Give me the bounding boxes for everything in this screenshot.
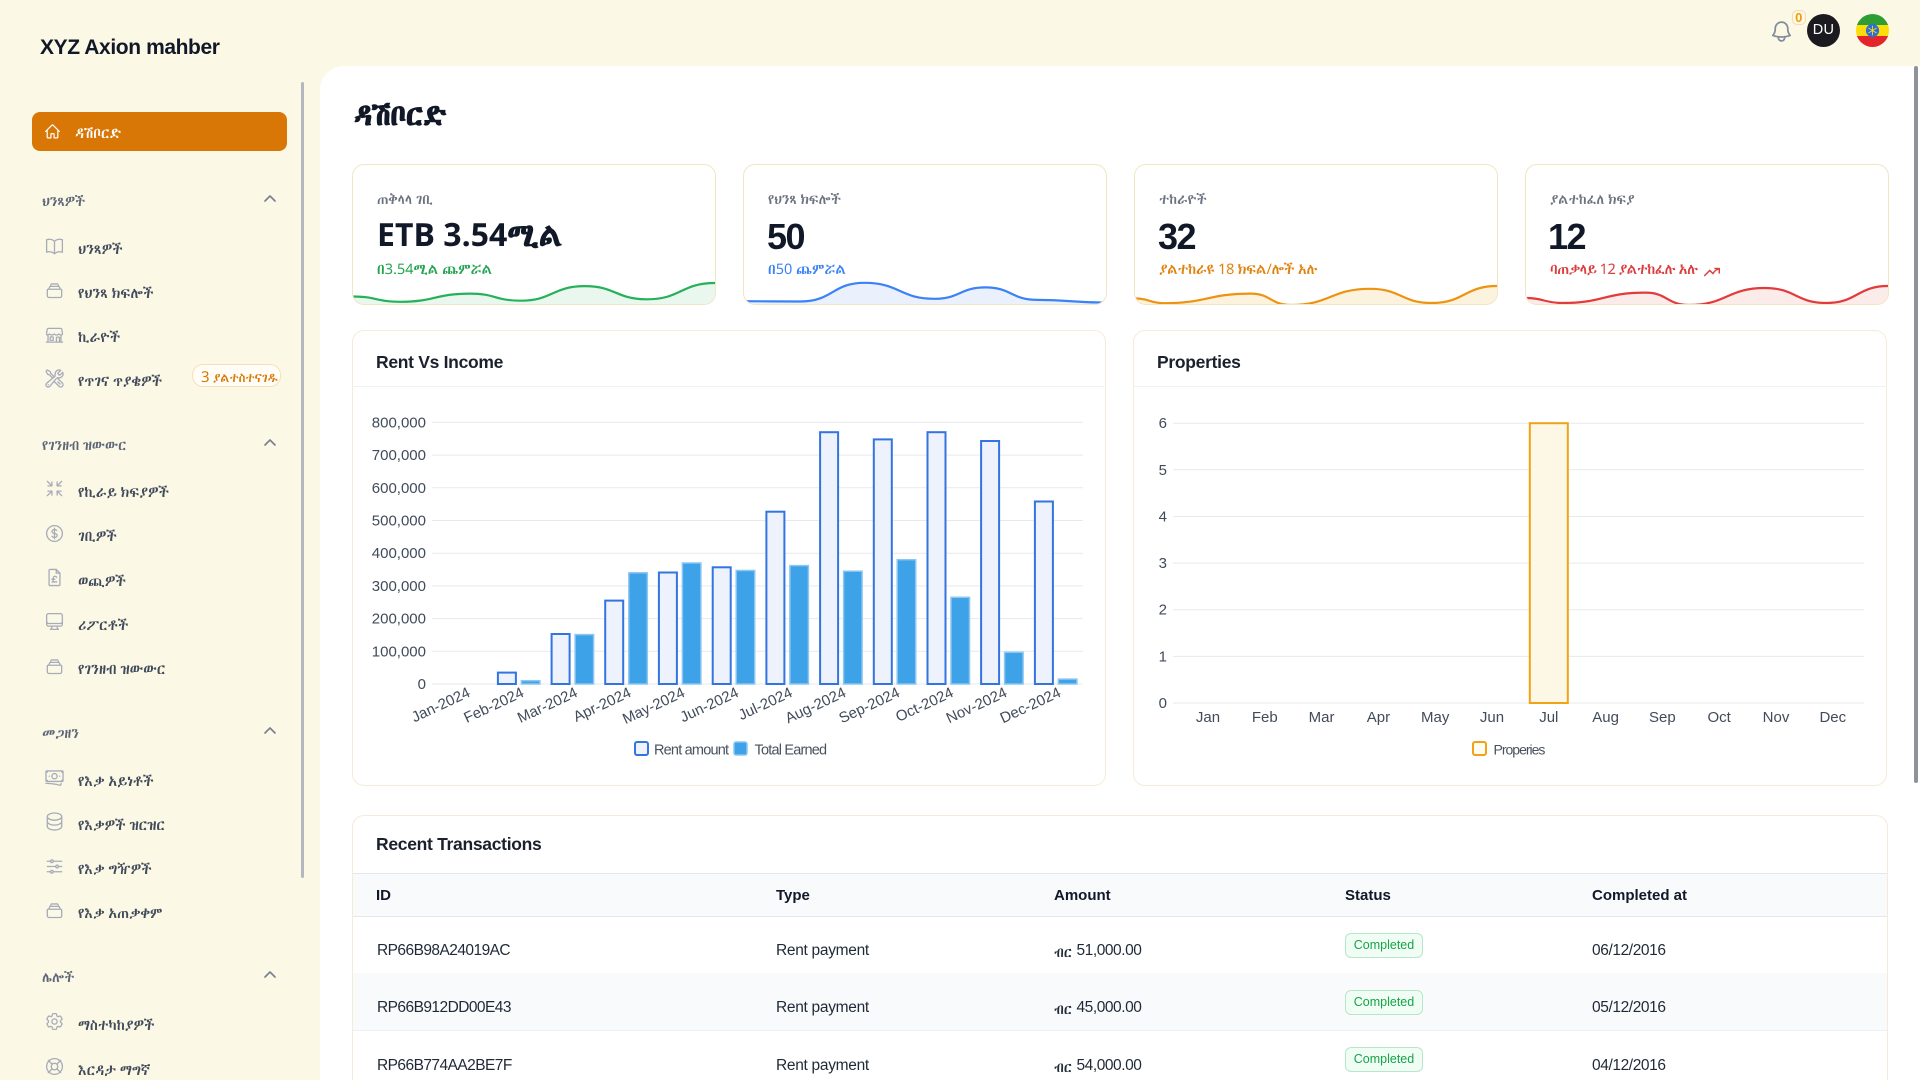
svg-text:Total Earned: Total Earned xyxy=(755,743,828,759)
svg-text:2: 2 xyxy=(1159,602,1167,619)
svg-text:Sep-2024: Sep-2024 xyxy=(836,684,902,727)
svg-text:500,000: 500,000 xyxy=(372,513,426,530)
svg-text:Nov: Nov xyxy=(1763,709,1790,726)
svg-text:100,000: 100,000 xyxy=(372,643,426,660)
svg-text:300,000: 300,000 xyxy=(372,578,426,595)
svg-text:6: 6 xyxy=(1159,415,1167,432)
svg-text:Nov-2024: Nov-2024 xyxy=(944,684,1010,727)
svg-text:May-2024: May-2024 xyxy=(620,684,688,728)
svg-text:200,000: 200,000 xyxy=(372,611,426,628)
svg-text:800,000: 800,000 xyxy=(372,414,426,431)
svg-text:Aug: Aug xyxy=(1592,709,1619,726)
svg-text:Apr: Apr xyxy=(1367,709,1390,726)
svg-text:Rent amount: Rent amount xyxy=(654,743,729,759)
svg-text:Mar-2024: Mar-2024 xyxy=(515,684,580,727)
svg-text:Properies: Properies xyxy=(1494,742,1546,758)
svg-text:Dec: Dec xyxy=(1819,709,1846,726)
svg-text:May: May xyxy=(1421,709,1450,726)
svg-text:Properties: Properties xyxy=(1157,352,1241,372)
svg-text:Mar: Mar xyxy=(1309,709,1335,726)
svg-text:0: 0 xyxy=(418,676,426,693)
svg-text:Sep: Sep xyxy=(1649,709,1676,726)
svg-text:600,000: 600,000 xyxy=(372,480,426,497)
svg-text:Feb: Feb xyxy=(1252,709,1278,726)
svg-text:Aug-2024: Aug-2024 xyxy=(783,684,849,727)
svg-text:4: 4 xyxy=(1159,509,1167,526)
svg-text:1: 1 xyxy=(1159,648,1167,665)
svg-text:3: 3 xyxy=(1159,555,1167,572)
svg-text:Jul: Jul xyxy=(1539,709,1558,726)
svg-text:Feb-2024: Feb-2024 xyxy=(461,684,526,727)
svg-text:Rent Vs Income: Rent Vs Income xyxy=(376,352,504,372)
svg-text:Dec-2024: Dec-2024 xyxy=(997,684,1063,727)
svg-text:Jun-2024: Jun-2024 xyxy=(678,684,742,726)
svg-text:Jan: Jan xyxy=(1196,709,1220,726)
svg-text:0: 0 xyxy=(1159,695,1167,712)
svg-text:Oct: Oct xyxy=(1708,709,1732,726)
svg-text:400,000: 400,000 xyxy=(372,545,426,562)
svg-text:5: 5 xyxy=(1159,462,1167,479)
svg-text:Jun: Jun xyxy=(1480,709,1504,726)
svg-text:700,000: 700,000 xyxy=(372,447,426,464)
